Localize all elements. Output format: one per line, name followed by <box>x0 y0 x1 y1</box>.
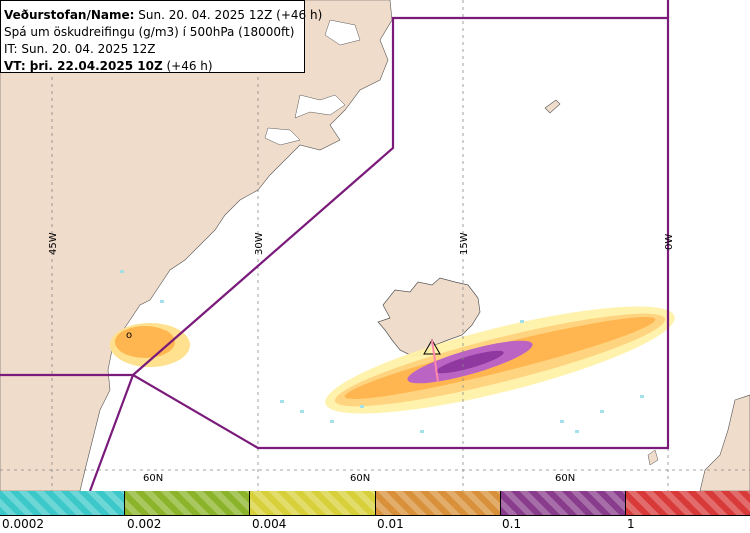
legend-label: 1 <box>627 517 635 531</box>
greenland-land <box>0 0 393 491</box>
iceland-land <box>377 277 481 357</box>
point-label: o <box>126 330 132 341</box>
info-name-value: Sun. 20. 04. 2025 12Z (+46 h) <box>134 8 323 22</box>
lon-label-0w: 0W <box>664 234 675 250</box>
legend-labels: 0.0002 0.002 0.004 0.01 0.1 1 <box>0 515 750 533</box>
color-legend: 0.0002 0.002 0.004 0.01 0.1 1 <box>0 491 750 532</box>
info-vt-label: VT: þri. 22.04.2025 10Z <box>4 59 163 73</box>
info-name-label: Veðurstofan/Name: <box>4 8 135 22</box>
region-boundary <box>0 0 670 491</box>
lat-label-c: 60N <box>555 473 575 484</box>
legend-swatch <box>375 491 501 515</box>
legend-swatch <box>625 491 750 515</box>
plume-axis-line <box>431 339 439 383</box>
legend-swatch <box>125 491 251 515</box>
fjord <box>324 19 361 46</box>
scotland-land <box>699 394 750 491</box>
legend-label: 0.0002 <box>2 517 44 531</box>
info-vt-value: (+46 h) <box>162 59 213 73</box>
volcano-marker-icon <box>423 338 441 355</box>
legend-swatch <box>250 491 376 515</box>
jan-mayen-land <box>544 99 561 114</box>
info-line-2: Spá um öskudreifingu (g/m3) í 500hPa (18… <box>4 25 295 39</box>
lon-label-30w: 30W <box>254 232 265 255</box>
info-line-3: IT: Sun. 20. 04. 2025 12Z <box>4 42 156 56</box>
legend-swatch <box>0 491 126 515</box>
fjord <box>264 127 301 146</box>
lon-label-45w: 45W <box>48 232 59 255</box>
legend-label: 0.01 <box>377 517 404 531</box>
legend-swatch <box>500 491 626 515</box>
legend-label: 0.004 <box>252 517 287 531</box>
forecast-info-box: Veðurstofan/Name: Sun. 20. 04. 2025 12Z … <box>0 0 322 75</box>
legend-bar <box>0 491 750 515</box>
ash-plume <box>110 270 675 433</box>
lat-label-a: 60N <box>143 473 163 484</box>
legend-label: 0.002 <box>127 517 162 531</box>
info-line-1: Veðurstofan/Name: Sun. 20. 04. 2025 12Z … <box>4 7 322 24</box>
info-line-4: VT: þri. 22.04.2025 10Z (+46 h) <box>4 58 304 75</box>
legend-label: 0.1 <box>502 517 522 531</box>
faroe-land <box>647 449 659 466</box>
lon-label-15w: 15W <box>459 232 470 255</box>
fjord <box>294 94 346 119</box>
lat-label-b: 60N <box>350 473 370 484</box>
ash-map: 45W 30W 15W 0W 60N 60N 60N o <box>0 0 750 491</box>
